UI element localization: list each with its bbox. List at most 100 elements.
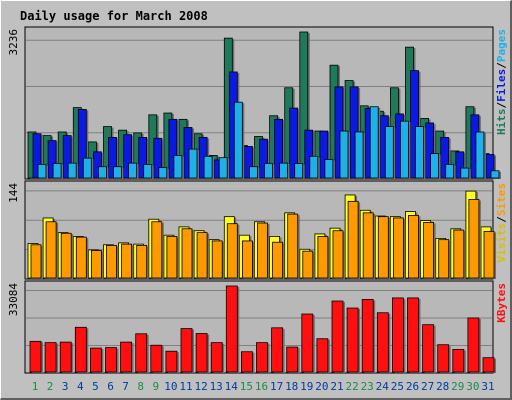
x-axis-labels: 1 2 3 4 5 6 7 8 9 10 11 12 13 14 15 16 17 18 19 20 21 22 23 24 2… [32, 380, 495, 393]
bar-files-day-8 [138, 136, 148, 179]
legend-top: Hits/Files/Pages [495, 29, 508, 135]
bar-pages-day-24 [384, 126, 394, 179]
bar-kbytes-day-29 [452, 348, 465, 373]
bar-kbytes-day-5 [90, 347, 102, 373]
bar-sites-day-8 [136, 245, 148, 279]
bar-kbytes-day-4 [74, 326, 87, 373]
bar-files-day-18 [289, 107, 299, 179]
bar-files-day-31 [485, 154, 495, 179]
x-tick-label-13: 13 [210, 380, 223, 393]
x-tick-label-7: 7 [122, 380, 129, 393]
bar-kbytes-day-11 [180, 328, 193, 373]
bar-kbytes-day-22 [346, 307, 359, 373]
bar-sites-day-2 [45, 221, 57, 279]
bar-files-day-3 [62, 135, 72, 179]
bar-kbytes-day-26 [407, 297, 419, 373]
panel-top-ymax-label: 3236 [7, 29, 20, 56]
bar-pages-day-31 [490, 170, 500, 179]
legend-separator: / [495, 62, 508, 69]
bar-sites-day-13 [211, 240, 223, 279]
bar-sites-day-29 [453, 229, 465, 279]
bar-pages-day-25 [399, 120, 409, 179]
bar-pages-day-9 [158, 167, 168, 179]
bar-kbytes-day-2 [44, 342, 57, 373]
bar-sites-day-6 [106, 245, 117, 279]
bar-pages-day-19 [309, 155, 319, 179]
bar-kbytes-day-12 [195, 333, 208, 373]
bar-files-day-29 [455, 151, 465, 179]
bar-pages-day-22 [354, 131, 364, 179]
x-tick-label-15: 15 [240, 380, 253, 393]
bar-pages-day-23 [369, 106, 379, 179]
bar-files-day-5 [93, 151, 102, 179]
chart-panels: 3236 144 33084 [7, 26, 501, 374]
bar-pages-day-28 [445, 164, 455, 179]
bar-pages-day-4 [82, 157, 92, 179]
bar-files-day-6 [108, 136, 117, 179]
bar-pages-day-5 [98, 166, 107, 179]
bar-kbytes-day-21 [331, 300, 344, 373]
bar-sites-day-25 [392, 217, 404, 279]
x-tick-label-6: 6 [107, 380, 114, 393]
bar-sites-day-10 [166, 236, 178, 279]
bar-pages-day-8 [143, 164, 153, 179]
legend-middle: Visits/Sites [495, 183, 508, 263]
bar-sites-day-14 [226, 223, 238, 279]
bar-sites-day-19 [302, 250, 314, 279]
legend-item-files: Files [495, 69, 508, 102]
bar-sites-day-28 [438, 239, 450, 279]
bar-files-day-19 [304, 129, 314, 179]
x-tick-label-14: 14 [225, 380, 239, 393]
bar-sites-day-12 [196, 232, 208, 279]
bar-pages-day-27 [430, 153, 440, 179]
bar-pages-day-13 [218, 157, 228, 179]
bar-kbytes-day-13 [210, 342, 223, 373]
bar-sites-day-9 [151, 221, 163, 279]
x-tick-label-16: 16 [255, 380, 268, 393]
bar-sites-day-26 [408, 214, 419, 279]
bar-sites-day-24 [377, 216, 389, 279]
bar-files-day-16 [259, 138, 268, 179]
bar-kbytes-day-27 [422, 324, 435, 373]
series-kbytes [29, 285, 496, 373]
bar-kbytes-day-24 [376, 312, 389, 373]
bar-pages-day-11 [188, 148, 198, 179]
panel-top: 3236 [7, 26, 501, 180]
bar-sites-day-7 [121, 243, 132, 279]
bar-files-day-2 [47, 140, 57, 179]
bar-pages-day-15 [248, 166, 258, 179]
bar-kbytes-day-9 [150, 344, 163, 373]
bar-pages-day-29 [460, 167, 470, 179]
bar-kbytes-day-19 [301, 313, 314, 373]
bar-kbytes-day-7 [120, 341, 132, 373]
bar-kbytes-day-16 [256, 342, 268, 373]
bar-kbytes-day-3 [59, 341, 72, 373]
bar-sites-day-23 [362, 212, 374, 279]
x-tick-label-26: 26 [406, 380, 419, 393]
x-tick-label-19: 19 [300, 380, 313, 393]
bar-kbytes-day-8 [135, 333, 148, 373]
bar-files-day-26 [410, 70, 419, 179]
bar-sites-day-27 [423, 222, 435, 279]
bar-files-day-28 [440, 136, 450, 179]
bar-kbytes-day-30 [467, 317, 480, 373]
chart-title: Daily usage for March 2008 [20, 9, 208, 23]
bar-sites-day-4 [75, 236, 87, 279]
bar-sites-day-16 [257, 222, 268, 279]
x-tick-label-9: 9 [152, 380, 159, 393]
legend-item-sites: Sites [495, 183, 508, 216]
bar-sites-day-15 [241, 240, 253, 279]
bar-kbytes-day-23 [361, 299, 374, 373]
bar-pages-day-6 [113, 166, 122, 179]
bar-sites-day-30 [468, 199, 480, 279]
series-sites [30, 199, 496, 279]
bar-kbytes-day-31 [482, 357, 495, 373]
bar-pages-day-7 [128, 162, 137, 179]
x-tick-label-10: 10 [164, 380, 177, 393]
bar-pages-day-26 [415, 126, 424, 179]
bar-pages-day-30 [475, 131, 485, 179]
x-tick-label-8: 8 [137, 380, 144, 393]
bar-pages-day-18 [294, 163, 304, 179]
